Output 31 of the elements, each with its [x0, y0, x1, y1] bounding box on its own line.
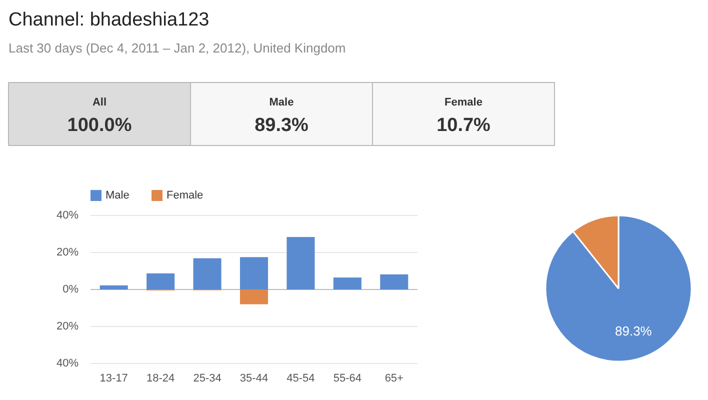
text: Male	[269, 96, 294, 108]
x-tick-label: 25-34	[193, 372, 222, 384]
x-tick-label: 65+	[384, 372, 404, 384]
text: All	[92, 96, 107, 108]
data-label: 89.3%	[615, 324, 652, 339]
bar	[100, 285, 128, 290]
x-tick-label: 45-54	[286, 372, 315, 384]
text: 100.0%	[67, 115, 132, 136]
y-tick-label: 20%	[56, 246, 79, 258]
x-tick-label: 13-17	[100, 372, 128, 384]
text: Female	[444, 96, 482, 108]
y-tick-label: 40%	[56, 210, 79, 222]
bar	[146, 273, 175, 290]
bar	[240, 290, 268, 304]
x-tick-label: 55-64	[333, 372, 362, 384]
y-tick-label: 20%	[56, 320, 79, 332]
legend-label: Male	[106, 190, 130, 202]
text: Channel: bhadeshia123	[8, 10, 210, 30]
x-tick-label: 35-44	[240, 372, 268, 384]
bar	[380, 274, 408, 290]
bar	[333, 277, 362, 290]
text: 10.7%	[436, 115, 491, 136]
x-tick-label: 18-24	[146, 372, 175, 384]
text: 89.3%	[254, 115, 309, 136]
y-tick-label: 0%	[62, 284, 79, 296]
y-tick-label: 40%	[56, 358, 79, 370]
bar	[286, 236, 315, 290]
text: Last 30 days (Dec 4, 2011 – Jan 2, 2012), United Kingdom	[8, 40, 346, 56]
bar	[193, 258, 222, 290]
bar	[240, 257, 268, 290]
legend-label: Female	[166, 190, 204, 202]
